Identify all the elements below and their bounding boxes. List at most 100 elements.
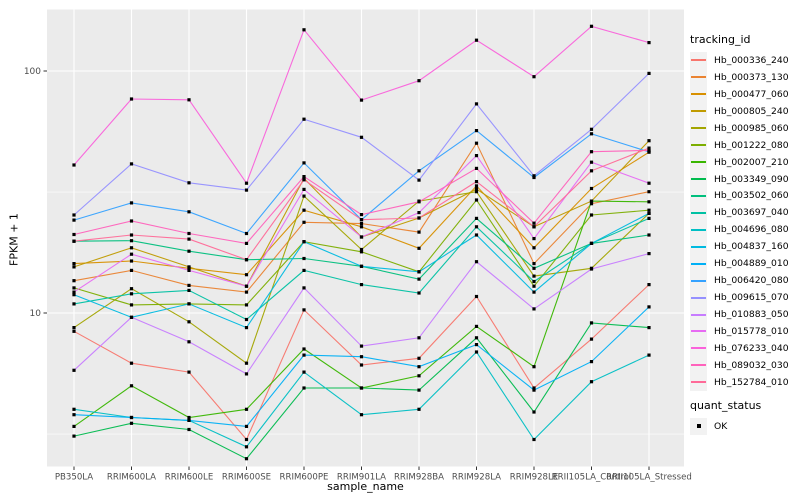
data-point — [129, 252, 134, 256]
data-point — [359, 386, 364, 390]
legend-key — [690, 204, 707, 222]
legend-entry-Hb_004889_010: Hb_004889_010 — [690, 255, 800, 273]
legend-key-line-icon — [691, 262, 706, 265]
x-axis-title: sample_name — [327, 480, 404, 493]
legend-key-line-icon — [691, 296, 706, 299]
data-point — [359, 250, 364, 254]
legend-key — [690, 373, 707, 391]
legend-entry-label: Hb_000985_060 — [714, 122, 789, 134]
data-point — [359, 413, 364, 417]
data-point — [72, 232, 76, 237]
data-point — [72, 239, 76, 243]
data-point — [302, 353, 306, 357]
legend-key — [690, 136, 707, 154]
data-point — [417, 230, 421, 234]
data-point — [187, 237, 191, 241]
legend-entry-label: Hb_009615_070 — [714, 292, 789, 304]
data-point — [359, 235, 364, 239]
legend-key — [690, 119, 707, 137]
data-point — [244, 290, 249, 294]
data-point — [417, 246, 421, 250]
data-point — [474, 225, 479, 229]
legend-entry-Hb_004696_080: Hb_004696_080 — [690, 221, 800, 239]
data-point — [589, 202, 594, 206]
data-point — [187, 302, 191, 306]
data-point — [417, 216, 421, 220]
data-point — [359, 213, 364, 217]
data-point — [129, 162, 134, 166]
data-point — [302, 347, 306, 351]
data-point — [129, 292, 134, 296]
x-tick-label: RRIM600SE — [222, 473, 271, 483]
data-point — [359, 247, 364, 252]
x-tick-label: RRII105LA_Control — [552, 473, 632, 483]
data-point — [244, 317, 249, 322]
data-point — [129, 421, 134, 425]
data-point — [417, 277, 421, 281]
data-point — [72, 218, 76, 222]
panel-background — [47, 9, 684, 467]
data-point — [474, 216, 479, 220]
legend-key — [690, 51, 707, 69]
data-point — [359, 344, 364, 348]
x-tick-label: RRII105LA_Stressed — [606, 473, 692, 483]
data-point — [129, 384, 134, 388]
legend-entry-label: Hb_001222_080 — [714, 139, 789, 151]
data-point — [187, 268, 191, 272]
data-point — [187, 370, 191, 374]
data-point — [244, 258, 249, 262]
data-point — [359, 225, 364, 229]
legend-title-quant-status: quant_status — [690, 398, 762, 412]
x-tick-label: RRIM928BA — [394, 473, 444, 483]
data-point — [647, 326, 651, 330]
data-point — [647, 211, 651, 215]
data-point — [244, 361, 249, 365]
data-point — [589, 150, 594, 154]
data-point — [474, 294, 479, 299]
legend-entry-label: Hb_076233_040 — [714, 342, 789, 354]
legend-entry-Hb_004837_160: Hb_004837_160 — [690, 238, 800, 256]
legend-entry-label: Hb_000373_130 — [714, 71, 789, 83]
data-point — [244, 457, 249, 461]
x-tick-label: RRIM600LE — [165, 473, 214, 483]
data-point — [647, 181, 651, 185]
data-point — [244, 407, 249, 411]
data-point — [474, 184, 479, 188]
legend-key — [690, 187, 707, 205]
data-point — [589, 127, 594, 131]
data-point — [417, 169, 421, 173]
data-point — [72, 413, 76, 417]
data-point — [532, 388, 536, 392]
data-point — [129, 246, 134, 250]
legend-key-line-icon — [691, 245, 706, 248]
data-point — [72, 286, 76, 290]
data-point — [589, 213, 594, 217]
data-point — [302, 268, 306, 272]
legend-entry-label: Hb_003697_040 — [714, 207, 789, 219]
data-point — [647, 41, 651, 45]
legend-key — [690, 102, 707, 120]
data-point — [244, 372, 249, 376]
data-point — [359, 222, 364, 226]
data-point — [417, 200, 421, 204]
data-point — [474, 343, 479, 347]
data-point — [72, 265, 76, 269]
legend-key-line-icon — [691, 161, 706, 164]
data-point — [302, 178, 306, 182]
data-point — [302, 386, 306, 390]
data-point — [129, 268, 134, 272]
data-point — [474, 187, 479, 191]
data-point — [187, 415, 191, 420]
data-point — [129, 415, 134, 420]
data-point — [302, 240, 306, 244]
data-point — [244, 273, 249, 277]
data-point — [359, 98, 364, 102]
legend-entry-Hb_002007_210: Hb_002007_210 — [690, 153, 800, 171]
data-point — [302, 220, 306, 224]
data-point — [647, 139, 651, 143]
data-point — [359, 283, 364, 287]
data-point — [187, 181, 191, 185]
data-point — [244, 284, 249, 288]
legend-entry-label: Hb_000336_240 — [714, 54, 789, 66]
data-point — [359, 355, 364, 359]
